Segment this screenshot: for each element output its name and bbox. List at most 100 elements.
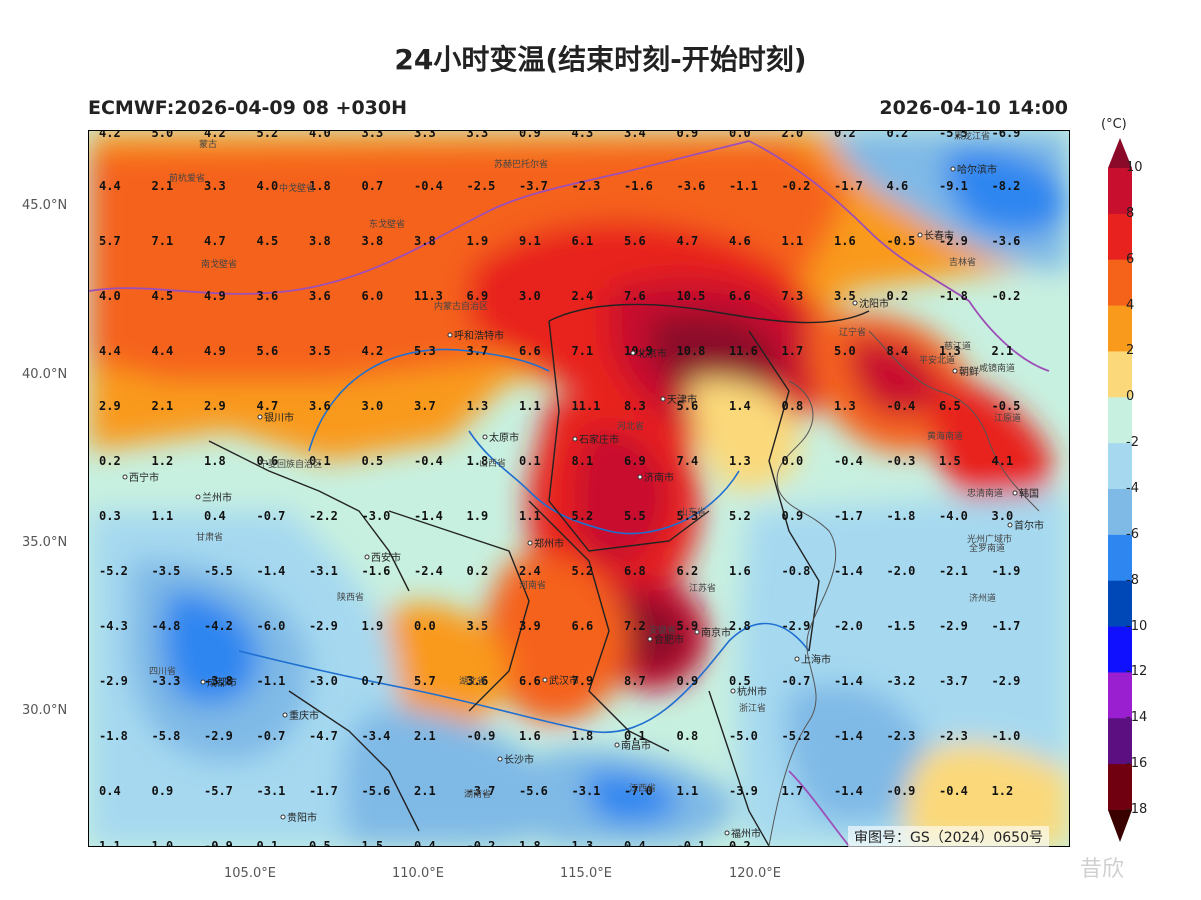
approval-number: 审图号：GS（2024）0650号 xyxy=(848,826,1049,848)
coastline xyxy=(768,330,1040,846)
grid-value: -4.0 xyxy=(939,509,968,523)
map-svg: 4.2 5.0 4.2 5.2 4.0 3.3 3.3 3.3 0.9 4.3 3.4 0.9 0.0 2… xyxy=(89,131,1069,846)
colorbar-tick-label: -4 xyxy=(1126,481,1139,496)
province-label: 江苏省 xyxy=(689,582,716,594)
city-label: 银川市 xyxy=(264,411,294,424)
city-dot xyxy=(1007,522,1013,528)
colorbar-segment xyxy=(1108,213,1132,261)
temperature-change-map[interactable]: 4.2 5.0 4.2 5.2 4.0 3.3 3.3 3.3 0.9 4.3 3.4 0.9 0.0 2… xyxy=(88,130,1070,847)
province-label: 浙江省 xyxy=(739,702,766,714)
grid-value: 6.6 xyxy=(729,289,751,303)
grid-value: 0.8 xyxy=(677,729,699,743)
grid-value: -5.6 xyxy=(362,784,391,798)
grid-value: 4.9 xyxy=(204,289,226,303)
colorbar-segment xyxy=(1108,168,1132,215)
province-label: 济州道 xyxy=(969,592,996,604)
grid-value: -1.6 xyxy=(362,564,391,578)
grid-value: 0.2 xyxy=(467,564,489,578)
grid-value: -0.2 xyxy=(992,289,1021,303)
grid-value: -5.7 xyxy=(204,784,233,798)
grid-value: 6.9 xyxy=(624,454,646,468)
province-label: 蒙古 xyxy=(199,138,217,150)
grid-value: 4.6 xyxy=(729,234,751,248)
grid-value: -1.7 xyxy=(309,784,338,798)
grid-value: 4.4 xyxy=(99,179,121,193)
grid-value: 0.2 xyxy=(887,289,909,303)
grid-value: 2.1 xyxy=(414,784,436,798)
grid-value: -0.9 xyxy=(467,729,496,743)
grid-value: 3.3 xyxy=(467,131,489,140)
grid-value: 7.1 xyxy=(572,344,594,358)
grid-value: 1.7 xyxy=(782,344,804,358)
city-dot xyxy=(660,396,666,402)
grid-value: 6.6 xyxy=(572,619,594,633)
grid-value: 2.9 xyxy=(99,399,121,413)
province-label: 黑龙江省 xyxy=(954,131,990,142)
grid-value: -3.0 xyxy=(362,509,391,523)
grid-value: 6.0 xyxy=(362,289,384,303)
city-label: 杭州市 xyxy=(737,685,767,698)
city-label: 南京市 xyxy=(701,626,731,639)
city-label: 武汉市 xyxy=(549,674,579,687)
grid-value: -0.3 xyxy=(887,454,916,468)
province-label: 全罗南道 xyxy=(969,542,1005,554)
grid-value: -1.4 xyxy=(257,564,286,578)
grid-value: -0.2 xyxy=(467,839,496,846)
city-dot xyxy=(282,712,288,718)
province-label: 陕西省 xyxy=(337,591,364,603)
grid-value: 3.6 xyxy=(257,289,279,303)
province-label: 湖南省 xyxy=(464,788,491,800)
province-label: 河北省 xyxy=(617,420,644,432)
grid-value: -1.8 xyxy=(99,729,128,743)
colorbar-tick-label: -12 xyxy=(1126,664,1148,680)
colorbar-tick-label: -14 xyxy=(1126,710,1148,726)
grid-value: 8.1 xyxy=(572,454,594,468)
colorbar-tick-label: -10 xyxy=(1126,618,1148,634)
colorbar-tick-label: -6 xyxy=(1126,526,1139,542)
grid-value: -2.0 xyxy=(887,564,916,578)
city-label: 长春市 xyxy=(924,229,954,242)
lon-label-105: 105.0°E xyxy=(224,866,276,881)
grid-value: 7.9 xyxy=(572,674,594,688)
colorbar-segment xyxy=(1108,351,1132,398)
city-dot xyxy=(200,679,206,685)
grid-value: -2.0 xyxy=(834,619,863,633)
grid-value: 2.0 xyxy=(782,131,804,140)
grid-value: -0.9 xyxy=(204,839,233,846)
grid-value: 1.3 xyxy=(467,399,489,413)
grid-value: 4.5 xyxy=(257,234,279,248)
city-dot xyxy=(917,232,923,238)
temperature-field xyxy=(89,131,1069,846)
colorbar-tick-label: -18 xyxy=(1126,802,1148,817)
grid-value: 1.1 xyxy=(152,509,174,523)
city-dot xyxy=(852,300,858,306)
grid-value: 0.8 xyxy=(782,399,804,413)
grid-value: 5.7 xyxy=(414,674,436,688)
province-label: 河南省 xyxy=(519,579,546,591)
city-dot xyxy=(724,830,730,836)
grid-value: 4.0 xyxy=(309,131,331,140)
model-run-label: ECMWF:2026-04-09 08 +030H xyxy=(88,97,408,119)
grid-value: -3.4 xyxy=(362,729,391,743)
grid-value: -7.0 xyxy=(624,784,653,798)
grid-value: -8.2 xyxy=(992,179,1021,193)
province-borders xyxy=(208,303,870,846)
grid-value: 1.3 xyxy=(572,839,594,846)
city-dot xyxy=(572,436,578,442)
grid-value: -1.4 xyxy=(414,509,443,523)
grid-value: -1.6 xyxy=(624,179,653,193)
grid-value: -2.5 xyxy=(467,179,496,193)
grid-value: -3.1 xyxy=(309,564,338,578)
grid-value: 5.6 xyxy=(624,234,646,248)
grid-value: 5.3 xyxy=(414,344,436,358)
colorbar-tick-label: 4 xyxy=(1126,297,1135,313)
grid-value: 5.6 xyxy=(257,344,279,358)
city-dot xyxy=(122,474,128,480)
lat-label-45: 45.0°N xyxy=(22,198,68,213)
grid-value: 0.1 xyxy=(257,839,279,846)
grid-value: 1.4 xyxy=(729,399,751,413)
grid-value: -0.4 xyxy=(414,454,443,468)
grid-value: 4.6 xyxy=(887,179,909,193)
grid-value: 1.3 xyxy=(834,399,856,413)
national-border xyxy=(89,140,1050,846)
